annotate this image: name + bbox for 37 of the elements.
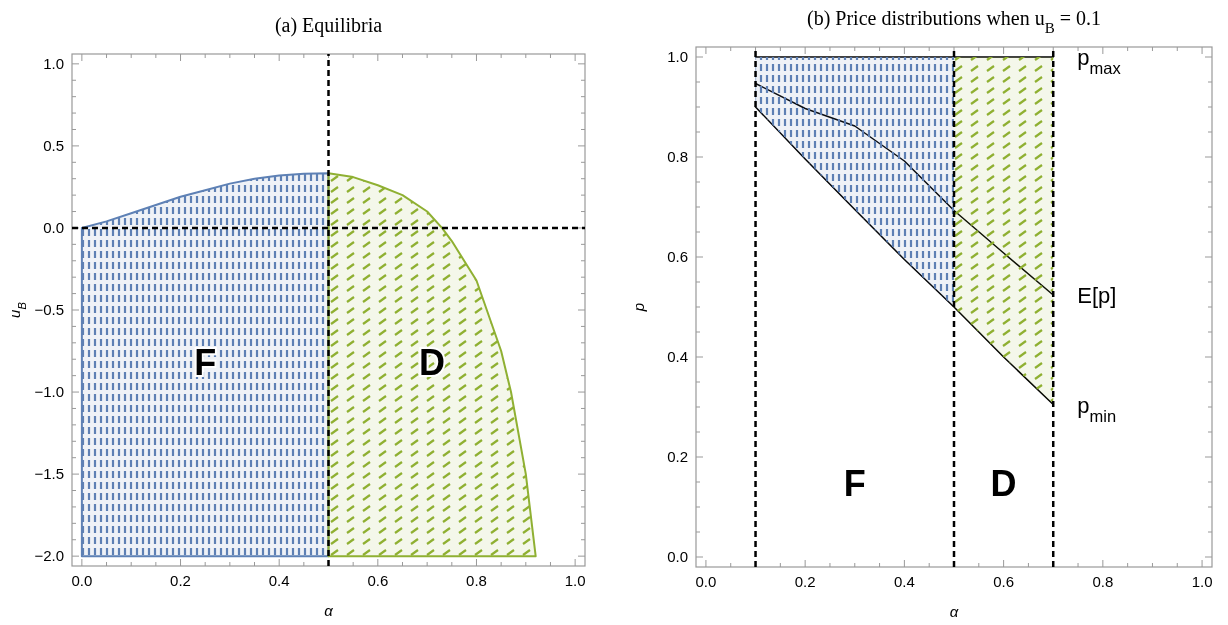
x-tick-label: 1.0 [1191,573,1213,590]
y-tick-label: 0.5 [43,136,64,154]
y-tick-label: 0.8 [667,148,688,165]
y-tick-label: −1.0 [34,383,64,401]
annotation: D [419,341,446,383]
annotation: F [194,341,217,383]
y-tick-label: 1.0 [43,54,64,72]
y-tick-label: 0.0 [43,218,64,236]
y-tick-label: −0.5 [34,301,64,318]
x-axis-title: α [324,602,334,619]
x-tick-label: 0.0 [71,572,93,589]
chart-title: (a) Equilibria [274,14,383,37]
x-tick-label: 0.8 [1092,573,1114,590]
x-tick-label: 0.4 [268,572,290,589]
y-tick-label: 0.6 [667,248,688,265]
y-tick-label: 1.0 [667,48,688,65]
x-tick-label: 0.6 [367,572,389,589]
x-tick-label: 0.4 [893,573,915,590]
series-label: p$_{max}$ [1077,45,1122,77]
annotation: F [843,462,866,504]
series-label: E[p] [1077,283,1117,308]
y-tick-label: −1.5 [34,465,64,483]
y-tick-label: 0.4 [667,348,688,365]
x-tick-label: 0.2 [794,573,816,590]
x-axis-title: α [949,603,959,620]
x-tick-label: 0.8 [466,572,487,589]
y-axis-title: p [630,302,647,313]
y-tick-label: 0.0 [667,548,688,565]
x-tick-label: 1.0 [564,572,586,589]
series-label: p$_{min}$ [1077,392,1117,425]
x-tick-label: 0.0 [695,573,717,590]
y-tick-label: 0.2 [667,448,688,465]
annotation: D [990,462,1017,504]
x-tick-label: 0.2 [170,572,191,589]
x-tick-label: 0.6 [993,573,1015,590]
y-tick-label: −2.0 [34,547,64,565]
chart-title: (b) Price distributions when u$_{B}$ = 0.1 [806,7,1102,36]
